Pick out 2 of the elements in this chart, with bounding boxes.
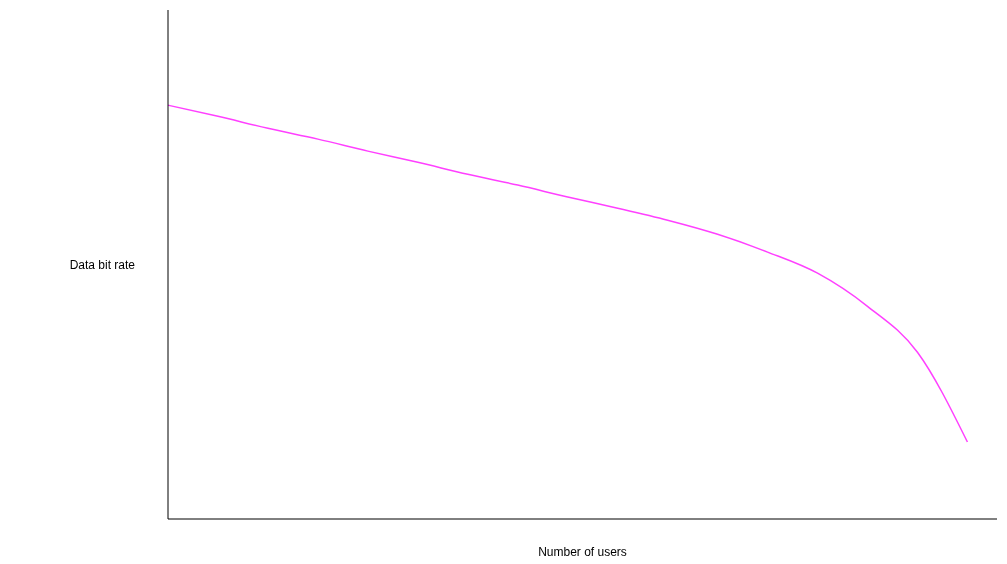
x-axis-title: Number of users xyxy=(538,545,627,559)
y-axis-title: Data bit rate xyxy=(69,257,136,272)
